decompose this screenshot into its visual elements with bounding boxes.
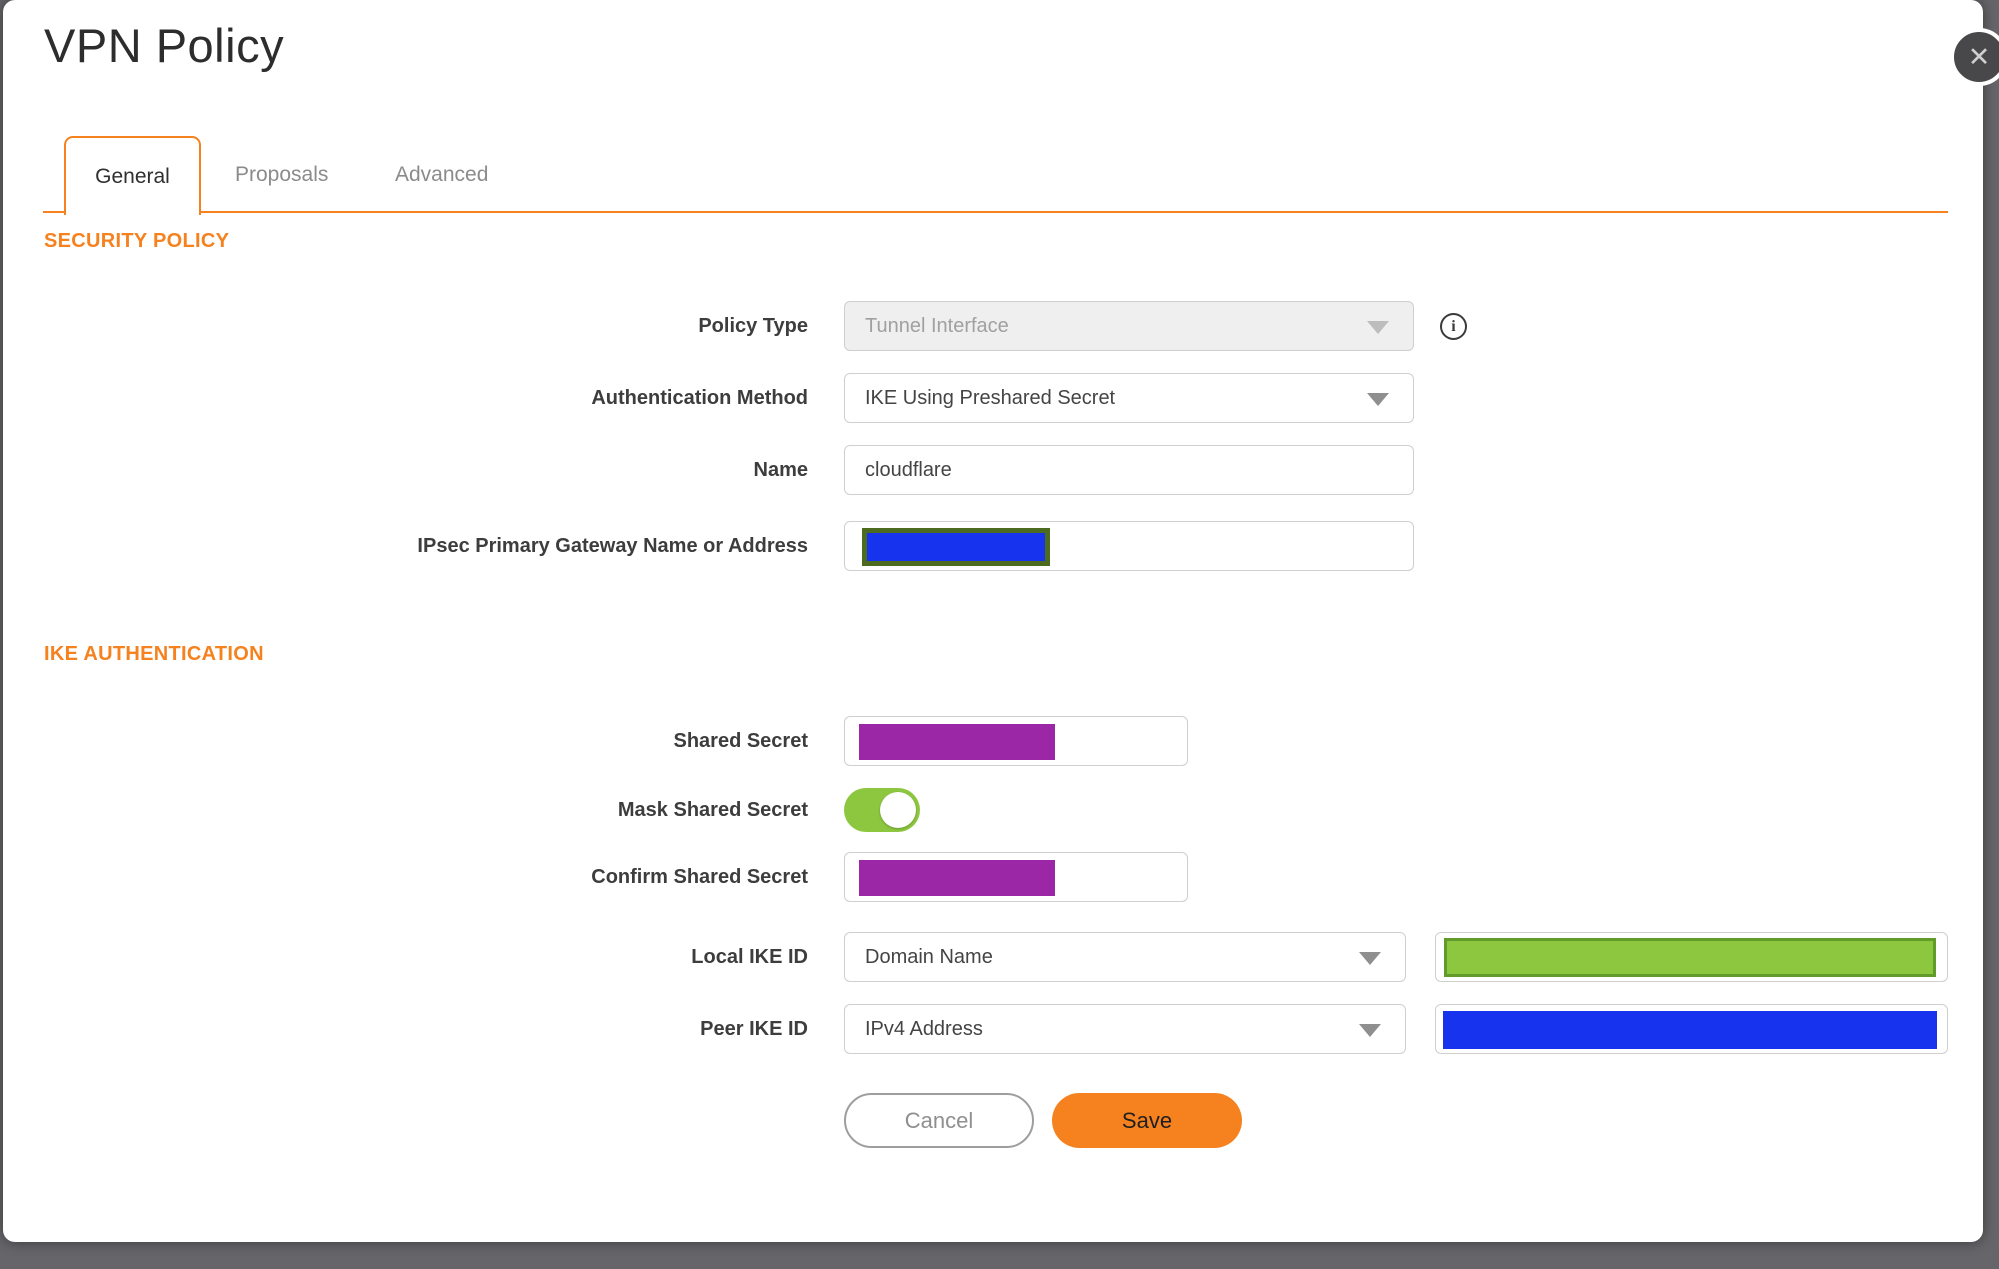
tab-proposals-label: Proposals: [235, 162, 329, 186]
policy-type-value: Tunnel Interface: [865, 314, 1009, 337]
tab-proposals[interactable]: Proposals: [235, 136, 328, 213]
local-ike-id-select[interactable]: Domain Name: [844, 932, 1406, 982]
tab-bar: General Proposals Advanced: [43, 136, 1948, 215]
chevron-down-icon: [1367, 321, 1389, 334]
chevron-down-icon: [1359, 1024, 1381, 1037]
redacted-gateway-value: [862, 528, 1050, 566]
auth-method-label: Authentication Method: [591, 387, 808, 409]
shared-secret-label: Shared Secret: [673, 730, 808, 752]
tab-general[interactable]: General: [64, 136, 201, 215]
save-button-label: Save: [1121, 1107, 1173, 1133]
tab-advanced-label: Advanced: [395, 162, 489, 186]
chevron-down-icon: [1367, 393, 1389, 406]
tab-advanced[interactable]: Advanced: [395, 136, 488, 213]
confirm-shared-secret-input[interactable]: [844, 852, 1188, 902]
dialog-title: VPN Policy: [44, 19, 285, 72]
toggle-knob-icon: [880, 792, 916, 828]
peer-ike-id-value-input[interactable]: [1435, 1004, 1948, 1054]
name-label: Name: [753, 459, 808, 481]
info-icon[interactable]: i: [1440, 313, 1467, 340]
confirm-shared-secret-label: Confirm Shared Secret: [591, 866, 808, 888]
mask-shared-secret-toggle[interactable]: [844, 788, 920, 832]
vpn-policy-dialog: VPN Policy ✕ General Proposals Advanced …: [3, 0, 1999, 1242]
close-button[interactable]: ✕: [1950, 28, 1999, 86]
save-button[interactable]: Save: [1052, 1093, 1242, 1148]
auth-method-value: IKE Using Preshared Secret: [865, 386, 1116, 409]
peer-ike-id-value: IPv4 Address: [865, 1017, 983, 1040]
name-value: cloudflare: [865, 458, 952, 481]
policy-type-select: Tunnel Interface: [844, 301, 1414, 351]
section-security-policy: SECURITY POLICY: [44, 230, 230, 252]
mask-shared-secret-label: Mask Shared Secret: [617, 799, 808, 821]
close-icon: ✕: [1967, 41, 1991, 72]
local-ike-id-value: Domain Name: [865, 945, 993, 968]
auth-method-select[interactable]: IKE Using Preshared Secret: [844, 373, 1414, 423]
redacted-local-ike-id-value: [1444, 938, 1936, 977]
cancel-button-label: Cancel: [904, 1107, 974, 1133]
redacted-shared-secret-value: [859, 724, 1055, 760]
name-input[interactable]: cloudflare: [844, 445, 1414, 495]
gateway-input[interactable]: [844, 521, 1414, 571]
gateway-label: IPsec Primary Gateway Name or Address: [417, 535, 808, 557]
local-ike-id-label: Local IKE ID: [691, 946, 808, 968]
redacted-peer-ike-id-value: [1443, 1011, 1937, 1049]
local-ike-id-value-input[interactable]: [1435, 932, 1948, 982]
redacted-confirm-shared-secret-value: [859, 860, 1055, 896]
peer-ike-id-label: Peer IKE ID: [700, 1018, 808, 1040]
chevron-down-icon: [1359, 952, 1381, 965]
shared-secret-input[interactable]: [844, 716, 1188, 766]
cancel-button[interactable]: Cancel: [844, 1093, 1034, 1148]
tab-general-label: General: [95, 164, 170, 188]
section-ike-authentication: IKE AUTHENTICATION: [44, 643, 264, 665]
peer-ike-id-select[interactable]: IPv4 Address: [844, 1004, 1406, 1054]
policy-type-label: Policy Type: [698, 315, 808, 337]
